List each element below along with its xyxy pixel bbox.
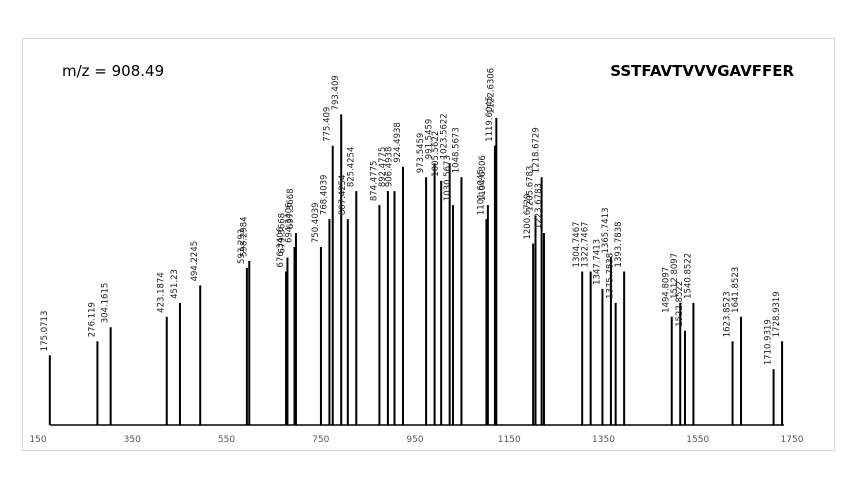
peak-label: 694.3406: [285, 202, 295, 243]
peak-label: 793.409: [331, 75, 341, 110]
x-tick-label: 1350: [592, 435, 615, 445]
peak-label: 451.23: [170, 269, 180, 299]
peak-label: 494.2245: [190, 241, 200, 282]
peak-label: 1494.8097: [662, 267, 672, 313]
peak-label: 1522.8522: [675, 281, 685, 327]
peak-label: 1322.7467: [581, 221, 591, 267]
peak-label: 593.293: [237, 229, 247, 264]
peak-label: 973.5459: [416, 133, 426, 174]
peak-label: 1122.6306: [486, 68, 496, 114]
peptide-sequence: SSTFAVTVVVGAVFFER: [610, 62, 794, 80]
peak-label: 1375.7838: [606, 253, 616, 299]
peak-label: 906.4938: [384, 147, 394, 188]
peak-label: 825.4254: [346, 147, 356, 188]
peak-label: 892.4775: [378, 147, 388, 188]
peak-label: 679.3668: [277, 213, 287, 254]
peak-label: 423.1874: [157, 272, 167, 313]
peak-label: 1728.9319: [772, 291, 782, 337]
precursor-mz-label: m/z = 908.49: [62, 62, 165, 80]
peak-label: 807.4254: [338, 175, 348, 216]
peak-label: 1101.6045: [476, 169, 486, 215]
peak-label: 1512.8097: [670, 253, 680, 299]
peak-label: 1104.6306: [478, 155, 488, 201]
peak-label: 1347.7413: [592, 239, 602, 285]
peak-label: 1540.8522: [683, 253, 693, 299]
peak-label: 697.3668: [286, 188, 296, 229]
peak-label: 768.4039: [319, 175, 329, 216]
peak-label: 1200.6729: [523, 194, 533, 240]
x-tick-label: 1750: [781, 435, 804, 445]
peak-label: 175.0713: [40, 311, 50, 352]
peak-label: 1623.8523: [723, 291, 733, 337]
peak-label: 1641.8523: [731, 267, 741, 313]
peak-label: 1119.6045: [485, 96, 495, 142]
peak-label: 304.1615: [101, 283, 111, 324]
x-tick-label: 150: [29, 435, 46, 445]
peak-label: 1218.6729: [532, 127, 542, 173]
peak-label: 991.5459: [425, 119, 435, 160]
peak-label: 924.4938: [393, 122, 403, 163]
x-tick-label: 1550: [686, 435, 709, 445]
peak-label: 1023.5622: [440, 113, 450, 159]
peak-label: 1393.7838: [614, 221, 624, 267]
peak-label: 598.2984: [239, 216, 249, 257]
peak-label: 1005.5622: [431, 131, 441, 177]
peak-label: 1048.5673: [451, 127, 461, 173]
peak-label: 1223.6783: [534, 183, 544, 229]
x-tick-label: 950: [406, 435, 423, 445]
peak-label: 1365.7413: [601, 208, 611, 254]
peak-label: 1030.5673: [443, 155, 453, 201]
x-tick-label: 550: [218, 435, 235, 445]
peak-label: 1304.7467: [572, 221, 582, 267]
peak-label: 676.3406: [276, 227, 286, 268]
peak-label: 276.119: [87, 302, 97, 337]
peak-label: 874.4775: [369, 161, 379, 202]
x-tick-label: 1150: [498, 435, 521, 445]
peak-label: 1205.6783: [525, 166, 535, 212]
peak-label: 775.409: [323, 107, 333, 142]
x-tick-label: 750: [312, 435, 329, 445]
peak-label: 1710.9319: [764, 319, 774, 365]
peak-label: 750.4039: [311, 202, 321, 243]
chart-frame: [22, 38, 835, 451]
x-tick-label: 350: [124, 435, 141, 445]
